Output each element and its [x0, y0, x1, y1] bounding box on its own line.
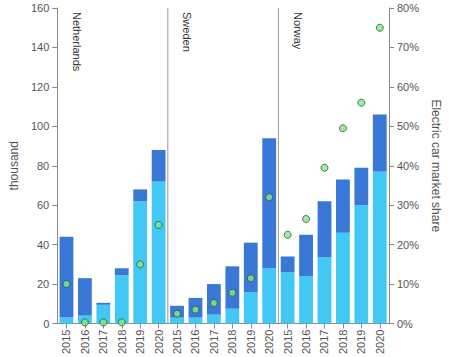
- svg-text:120: 120: [31, 81, 49, 93]
- svg-text:50%: 50%: [397, 120, 419, 132]
- svg-text:40: 40: [37, 239, 49, 251]
- svg-text:160: 160: [31, 2, 49, 14]
- svg-text:80: 80: [37, 160, 49, 172]
- svg-text:2019: 2019: [245, 330, 257, 354]
- svg-text:2015: 2015: [282, 330, 294, 354]
- svg-text:140: 140: [31, 41, 49, 53]
- svg-text:2016: 2016: [189, 330, 201, 354]
- svg-text:2018: 2018: [226, 330, 238, 354]
- svg-text:80%: 80%: [397, 2, 419, 14]
- svg-text:2020: 2020: [374, 330, 386, 354]
- svg-text:20%: 20%: [397, 239, 419, 251]
- svg-text:0%: 0%: [397, 318, 413, 330]
- svg-text:2019: 2019: [134, 330, 146, 354]
- svg-text:2019: 2019: [355, 330, 367, 354]
- svg-text:2015: 2015: [171, 330, 183, 354]
- svg-text:2018: 2018: [337, 330, 349, 354]
- svg-text:40%: 40%: [397, 160, 419, 172]
- svg-text:2017: 2017: [208, 330, 220, 354]
- svg-text:2016: 2016: [300, 330, 312, 354]
- svg-text:2015: 2015: [60, 330, 72, 354]
- svg-text:2020: 2020: [263, 330, 275, 354]
- svg-text:10%: 10%: [397, 278, 419, 290]
- svg-text:0: 0: [43, 318, 49, 330]
- svg-text:Sweden: Sweden: [181, 12, 193, 52]
- svg-text:thousand: thousand: [7, 141, 21, 190]
- svg-text:20: 20: [37, 278, 49, 290]
- svg-text:Electric car market share: Electric car market share: [429, 99, 443, 232]
- svg-text:Netherlands: Netherlands: [71, 12, 83, 72]
- svg-text:2017: 2017: [318, 330, 330, 354]
- svg-text:60%: 60%: [397, 81, 419, 93]
- svg-text:100: 100: [31, 120, 49, 132]
- svg-text:2018: 2018: [116, 330, 128, 354]
- svg-text:2016: 2016: [79, 330, 91, 354]
- svg-text:2020: 2020: [153, 330, 165, 354]
- svg-text:60: 60: [37, 199, 49, 211]
- svg-text:Norway: Norway: [292, 12, 304, 50]
- svg-text:30%: 30%: [397, 199, 419, 211]
- svg-text:70%: 70%: [397, 41, 419, 53]
- svg-text:2017: 2017: [97, 330, 109, 354]
